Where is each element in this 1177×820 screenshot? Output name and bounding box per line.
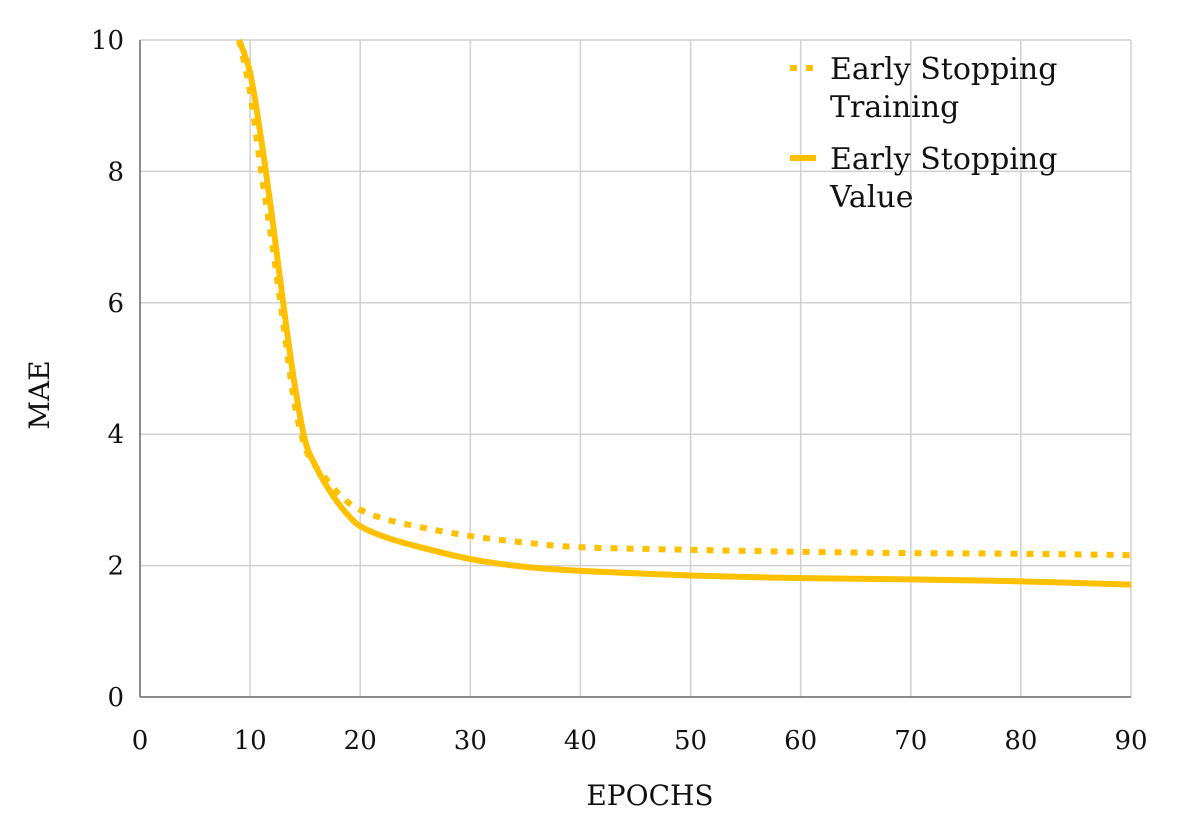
y-tick-label: 2 xyxy=(107,552,124,582)
grid xyxy=(140,39,1132,697)
y-tick-label: 0 xyxy=(107,683,124,713)
y-tick-label: 4 xyxy=(107,420,124,450)
series-group xyxy=(236,38,1131,588)
axes xyxy=(139,40,1131,698)
x-tick-label: 90 xyxy=(1114,726,1147,756)
series-line-training xyxy=(236,39,1131,559)
legend-label: Early Stopping xyxy=(830,142,1057,177)
legend-label: Training xyxy=(830,90,959,125)
y-tick-label: 6 xyxy=(107,289,124,319)
y-axis-title: MAE xyxy=(23,360,56,429)
x-tick-label: 0 xyxy=(132,726,149,756)
x-tick-label: 70 xyxy=(894,726,927,756)
y-tick-label: 8 xyxy=(107,157,124,187)
tick-labels: 0 10 20 30 40 50 60 70 80 90 0 2 4 6 8 10 xyxy=(91,26,1148,756)
x-tick-label: 50 xyxy=(674,726,707,756)
x-tick-label: 30 xyxy=(454,726,487,756)
legend-label: Value xyxy=(829,180,913,215)
x-axis-title: EPOCHS xyxy=(586,779,713,812)
legend-label: Early Stopping xyxy=(830,52,1057,87)
x-tick-label: 10 xyxy=(234,726,267,756)
y-tick-label: 10 xyxy=(91,26,124,56)
x-tick-label: 60 xyxy=(784,726,817,756)
x-tick-label: 40 xyxy=(564,726,597,756)
x-tick-label: 20 xyxy=(344,726,377,756)
series-line-value xyxy=(236,38,1131,588)
x-tick-label: 80 xyxy=(1004,726,1037,756)
